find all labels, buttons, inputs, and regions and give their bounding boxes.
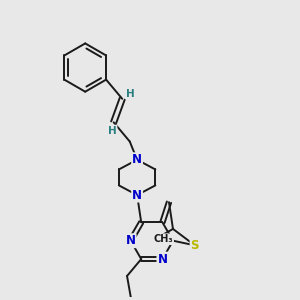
Text: H: H: [126, 88, 135, 98]
Text: S: S: [190, 239, 199, 252]
Text: N: N: [132, 189, 142, 202]
Text: CH₃: CH₃: [154, 234, 173, 244]
Text: N: N: [126, 234, 136, 247]
Text: N: N: [132, 153, 142, 166]
Text: H: H: [108, 126, 117, 136]
Text: N: N: [158, 253, 167, 266]
